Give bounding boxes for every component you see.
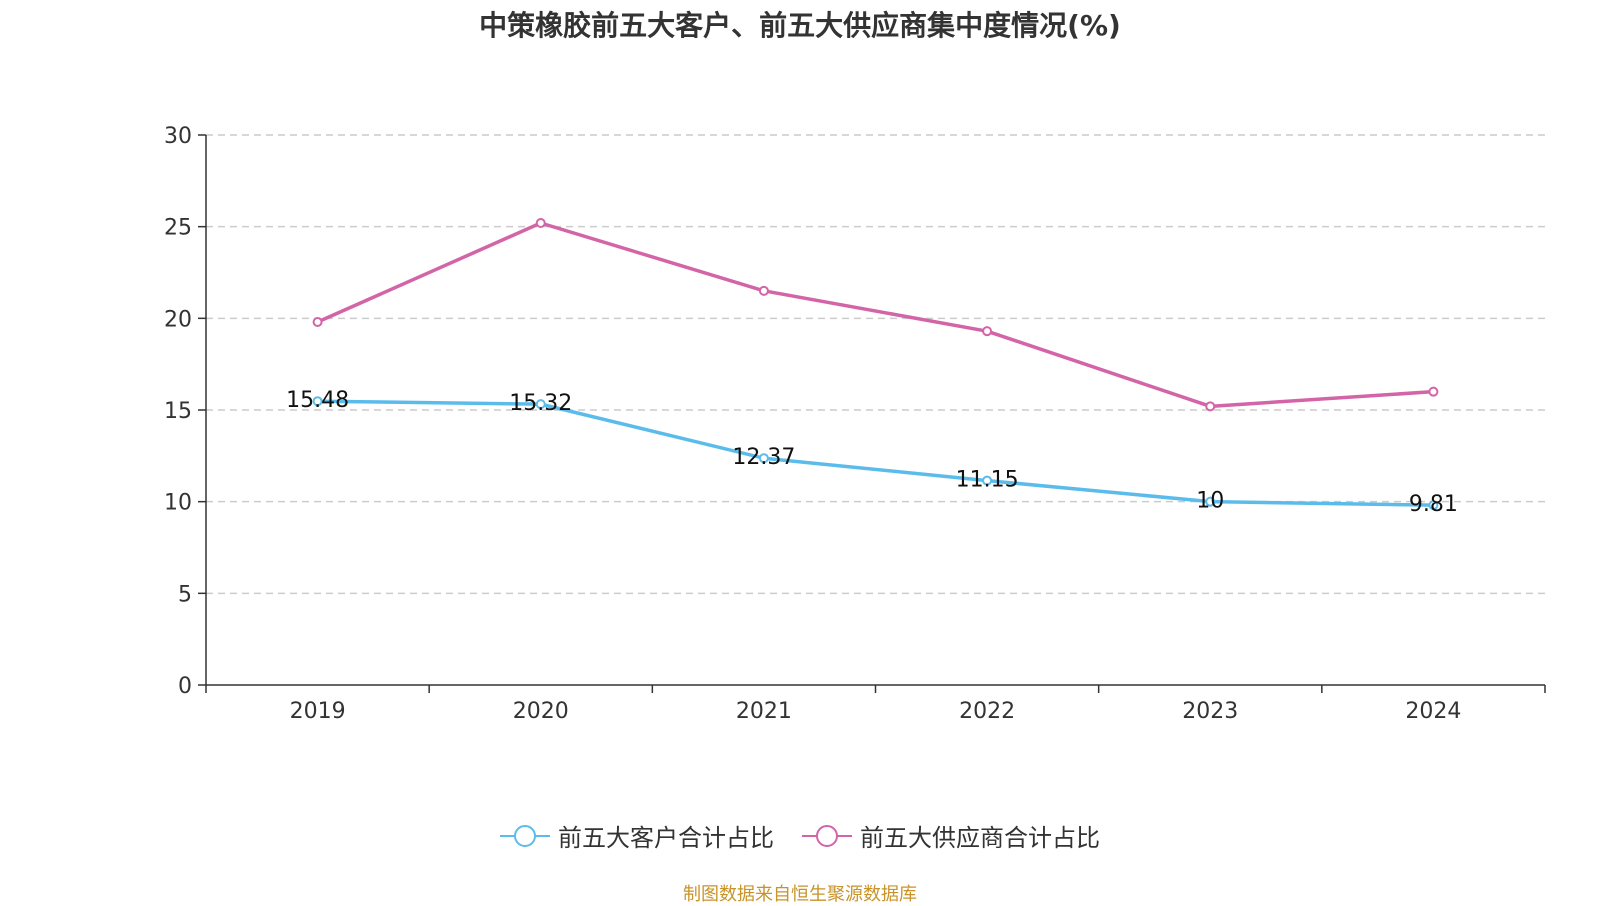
data-point[interactable] (535, 399, 546, 410)
y-tick-label: 0 (178, 674, 192, 699)
series-line-0 (317, 399, 1434, 507)
y-tick-label: 25 (164, 216, 192, 241)
data-point[interactable] (535, 218, 546, 228)
data-point[interactable] (982, 475, 993, 486)
data-point[interactable] (312, 317, 323, 327)
x-tick-label: 2020 (513, 699, 569, 724)
data-point[interactable] (1205, 496, 1216, 507)
legend-item-suppliers[interactable]: 前五大供应商合计占比 (802, 818, 1100, 853)
series-lines (312, 218, 1439, 511)
data-point[interactable] (312, 396, 323, 407)
data-label: 15.48 (286, 388, 349, 413)
grid-lines (206, 134, 1545, 595)
source-note: 制图数据来自恒生聚源数据库 (683, 884, 917, 905)
legend: 前五大客户合计占比 前五大供应商合计占比 (0, 818, 1600, 853)
chart-title: 中策橡胶前五大客户、前五大供应商集中度情况(%) (479, 9, 1121, 42)
series-line-1 (316, 221, 1434, 409)
data-label: 9.81 (1409, 492, 1458, 517)
x-tick-label: 2019 (290, 699, 346, 724)
legend-label-suppliers: 前五大供应商合计占比 (860, 824, 1100, 852)
legend-marker-suppliers-icon (802, 824, 852, 847)
x-tick-label: 2024 (1405, 699, 1461, 724)
x-tick-label: 2023 (1182, 699, 1238, 724)
y-tick-label: 15 (164, 399, 192, 424)
data-point[interactable] (1428, 500, 1439, 511)
data-label: 11.15 (956, 468, 1019, 493)
data-point[interactable] (982, 326, 993, 337)
data-labels: 15.48 15.32 12.37 11.15 10 9.81 (286, 388, 1458, 517)
y-tick-label: 30 (164, 124, 192, 149)
data-point[interactable] (758, 285, 769, 296)
axes: 0 5 10 15 20 25 30 2019 2020 2021 2022 2023 2024 (164, 124, 1546, 724)
data-label: 10 (1196, 489, 1224, 514)
y-tick-label: 5 (178, 582, 192, 607)
legend-label-customers: 前五大客户合计占比 (558, 824, 774, 852)
x-tick-label: 2022 (959, 699, 1015, 724)
y-tick-label: 10 (164, 491, 192, 516)
legend-item-customers[interactable]: 前五大客户合计占比 (500, 818, 774, 853)
legend-marker-customers-icon (500, 824, 550, 847)
data-point[interactable] (758, 453, 769, 464)
data-point[interactable] (1428, 386, 1439, 397)
y-tick-label: 20 (164, 307, 192, 332)
data-label: 15.32 (509, 391, 572, 416)
data-point[interactable] (1205, 401, 1216, 412)
data-label: 12.37 (732, 445, 795, 470)
x-tick-label: 2021 (736, 699, 792, 724)
